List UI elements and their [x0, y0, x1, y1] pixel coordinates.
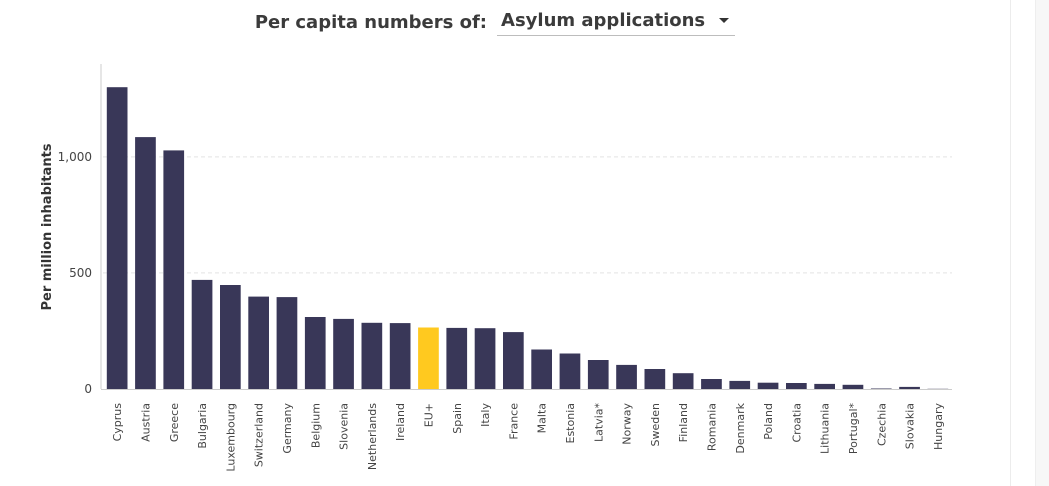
x-tick-label: Estonia — [564, 403, 577, 444]
x-tick-label: Poland — [762, 403, 775, 440]
x-tick-label: Croatia — [790, 403, 803, 443]
bar-france[interactable] — [503, 332, 524, 389]
x-tick-label: Belgium — [309, 403, 322, 448]
bar-finland[interactable] — [672, 373, 694, 389]
bar-germany[interactable] — [276, 297, 298, 389]
metric-selector[interactable]: Asylum applications — [497, 8, 736, 36]
bar-latvia[interactable] — [587, 360, 609, 389]
x-tick-label: Cyprus — [111, 403, 124, 442]
x-tick-label: France — [507, 403, 520, 440]
x-tick-label: Germany — [281, 403, 294, 454]
x-tick-label: Greece — [168, 403, 181, 442]
bar-netherlands[interactable] — [361, 322, 383, 389]
x-tick-label: Luxembourg — [224, 403, 237, 472]
x-axis-labels: Cyprus Austria Greece Bulgaria Luxembourg Swi… — [111, 402, 945, 471]
bar-romania[interactable] — [701, 379, 722, 389]
bar-bulgaria[interactable] — [191, 279, 213, 389]
bar-malta[interactable] — [531, 349, 552, 390]
panel-divider — [1010, 0, 1011, 486]
y-axis-ticks: 0 500 1,000 — [58, 150, 92, 396]
x-tick-label: Lithuania — [819, 403, 832, 454]
x-tick-label: Hungary — [932, 403, 945, 450]
x-tick-label: Slovakia — [904, 403, 917, 449]
x-tick-label: Slovenia — [338, 403, 351, 450]
bar-greece[interactable] — [163, 150, 185, 389]
x-tick-label: EU+ — [422, 403, 435, 427]
x-tick-label: Denmark — [734, 402, 747, 453]
bar-lithuania[interactable] — [814, 383, 835, 389]
chart-header: Per capita numbers of: Asylum applicatio… — [0, 8, 990, 36]
bar-portugal[interactable] — [842, 384, 864, 389]
x-tick-label: Sweden — [649, 403, 662, 446]
bar-denmark[interactable] — [729, 380, 751, 389]
x-tick-label: Czechia — [875, 403, 888, 446]
bar-eu[interactable] — [418, 327, 439, 390]
x-tick-label: Finland — [677, 403, 690, 442]
bar-norway[interactable] — [616, 364, 637, 389]
bar-spain[interactable] — [446, 327, 468, 389]
bar-sweden[interactable] — [644, 369, 666, 389]
y-tick-label: 0 — [84, 382, 92, 396]
bar-estonia[interactable] — [559, 353, 581, 390]
bar-czechia[interactable] — [870, 388, 892, 390]
x-tick-label: Austria — [139, 403, 152, 442]
x-tick-label: Norway — [621, 403, 634, 445]
y-axis-title: Per million inhabitants — [40, 143, 55, 310]
x-tick-label: Ireland — [394, 403, 407, 441]
y-tick-label: 500 — [69, 266, 92, 280]
bar-switzerland[interactable] — [248, 296, 269, 389]
x-tick-label: Spain — [451, 403, 464, 434]
x-tick-label: Malta — [536, 403, 549, 433]
header-label: Per capita numbers of: — [254, 11, 488, 33]
x-tick-label: Bulgaria — [196, 403, 209, 449]
x-tick-label: Latvia* — [592, 403, 605, 442]
bar-slovenia[interactable] — [333, 318, 354, 389]
bar-cyprus[interactable] — [106, 87, 128, 389]
bar-ireland[interactable] — [389, 323, 411, 389]
grid-lines — [103, 156, 952, 274]
x-tick-label: Switzerland — [253, 403, 266, 467]
bar-luxembourg[interactable] — [220, 285, 241, 389]
y-tick-label: 1,000 — [58, 150, 92, 164]
metric-selector-value: Asylum applications — [501, 10, 706, 31]
bar-austria[interactable] — [135, 137, 156, 389]
bar-croatia[interactable] — [786, 383, 807, 389]
chevron-down-icon[interactable] — [719, 18, 730, 23]
bar-slovakia[interactable] — [899, 386, 920, 389]
x-tick-label: Romania — [706, 403, 719, 451]
x-tick-label: Netherlands — [366, 403, 379, 470]
x-tick-label: Portugal* — [847, 403, 860, 455]
bars — [106, 87, 949, 390]
bar-chart: 0 500 1,000 Per million inhabitants Cyprus… — [40, 64, 952, 472]
x-tick-label: Italy — [479, 403, 492, 427]
bar-italy[interactable] — [474, 328, 496, 389]
bar-poland[interactable] — [757, 382, 779, 389]
scrollbar[interactable] — [1035, 0, 1049, 486]
bar-belgium[interactable] — [304, 317, 326, 389]
